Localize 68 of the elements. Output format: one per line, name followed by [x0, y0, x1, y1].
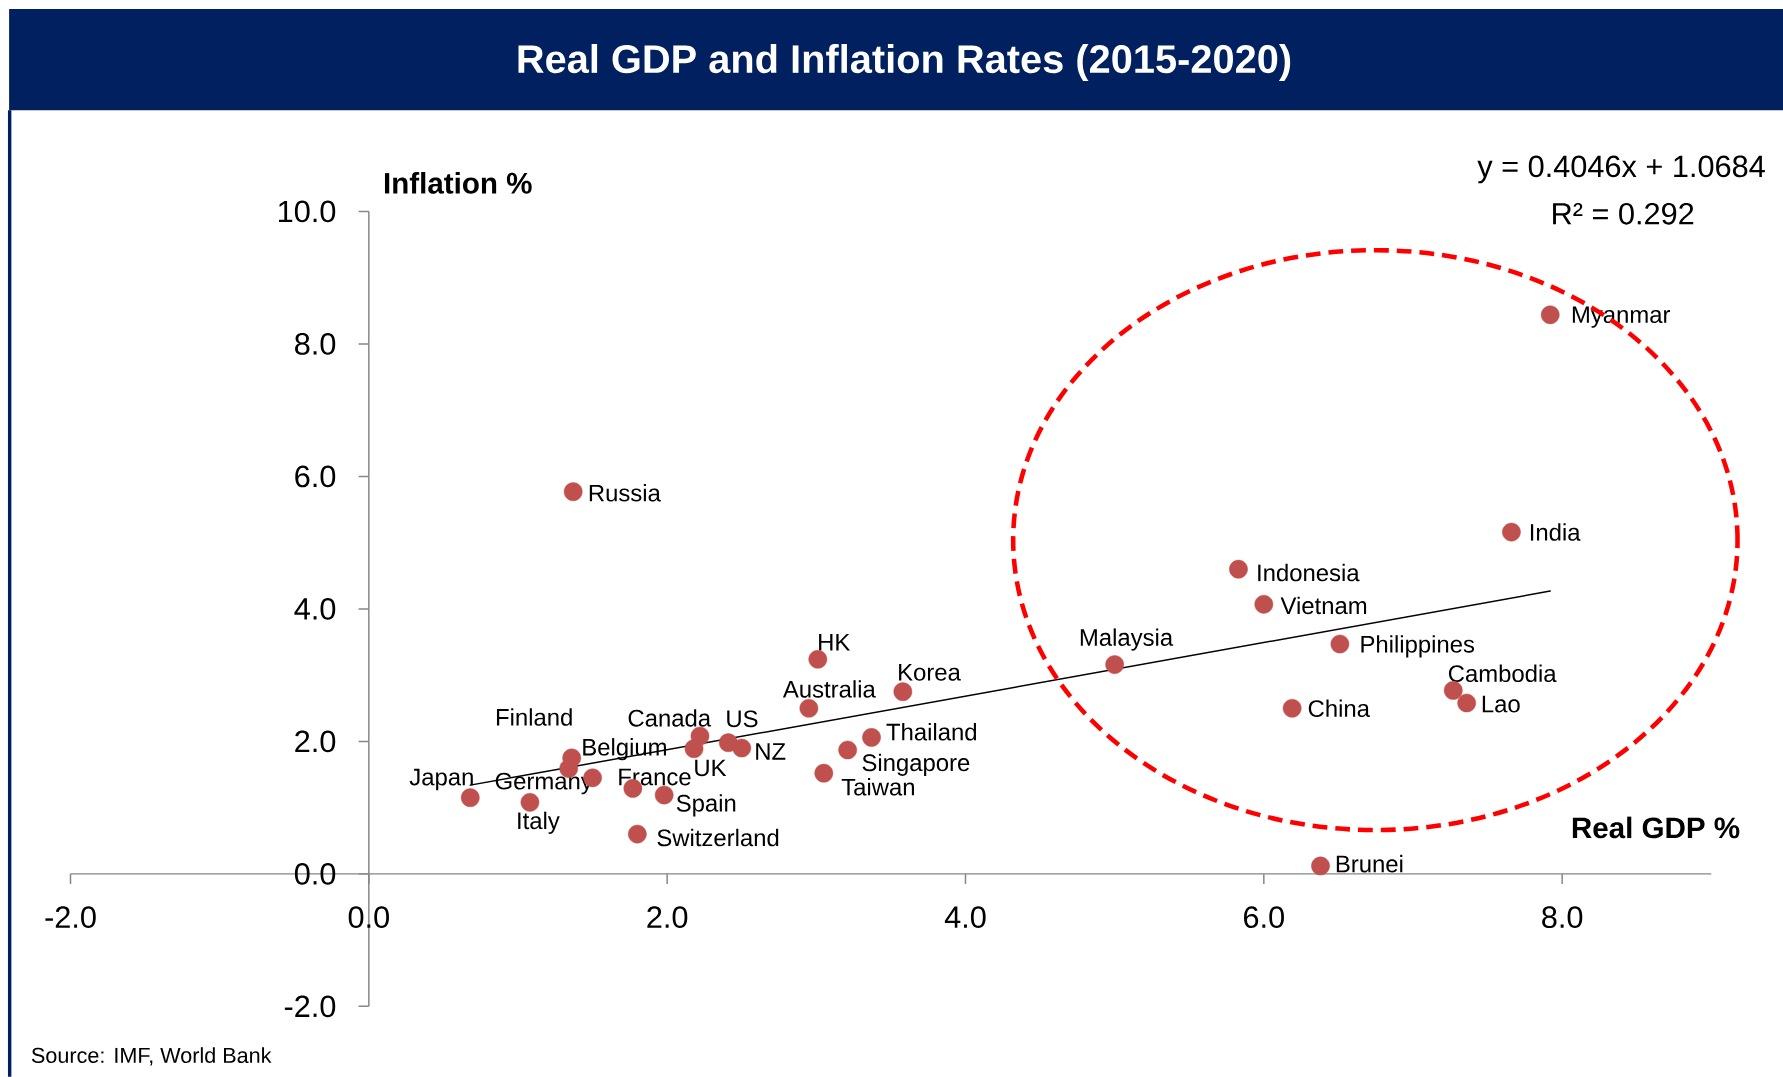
- annotation: Taiwan: [841, 778, 914, 796]
- point: [690, 726, 710, 746]
- point: [1311, 856, 1330, 876]
- point: [799, 699, 819, 718]
- annotation: Russia: [589, 484, 661, 502]
- y-tick-label: 10.0: [278, 200, 336, 223]
- point: [1443, 681, 1463, 700]
- annotation: UK: [695, 759, 727, 777]
- point: [1254, 595, 1274, 614]
- point: [1502, 522, 1521, 542]
- annotation: India: [1530, 523, 1581, 541]
- y-tick-label: 4.0: [294, 598, 336, 620]
- annotation: Philippines: [1361, 635, 1475, 658]
- x-axis-title: Real GDP %: [1572, 816, 1740, 839]
- annotation: France: [619, 768, 691, 786]
- annotation: Italy: [518, 811, 560, 835]
- point: [808, 650, 828, 669]
- x-tick-label: 0.0: [348, 906, 389, 929]
- point: [732, 738, 752, 758]
- annotation: China: [1308, 699, 1370, 718]
- point: [563, 482, 583, 502]
- annotation: Belgium: [583, 738, 666, 761]
- annotation: Korea: [899, 664, 961, 681]
- point: [1330, 634, 1350, 654]
- annotation: Brunei: [1336, 854, 1403, 873]
- chart-title: Real GDP and Inflation Rates (2015-2020): [518, 44, 1291, 82]
- point: [628, 824, 647, 844]
- x-tick-label: 8.0: [1542, 906, 1583, 929]
- annotation: Switzerland: [657, 828, 779, 847]
- y-tick-label: 6.0: [295, 465, 336, 488]
- annotation: Cambodia: [1448, 664, 1557, 683]
- point: [862, 728, 881, 747]
- annotation: Thailand: [886, 723, 977, 741]
- annotation: Spain: [676, 794, 736, 817]
- y-tick-label: 8.0: [295, 333, 336, 355]
- y-tick-label: 0.0: [294, 863, 336, 885]
- annotation: Singapore: [862, 753, 970, 776]
- x-tick-label: 6.0: [1244, 906, 1284, 929]
- annotation: Germany: [495, 772, 593, 795]
- point: [1540, 305, 1560, 325]
- point: [1457, 693, 1476, 713]
- annotation: Canada: [628, 709, 712, 727]
- annotation: Lao: [1482, 695, 1520, 713]
- annotation: R² = 0.292: [1553, 202, 1694, 225]
- point: [838, 740, 857, 760]
- annotation: Finland: [496, 708, 572, 726]
- annotation: US: [727, 710, 758, 728]
- point: [893, 682, 913, 702]
- annotation: Vietnam: [1280, 596, 1367, 615]
- annotation: NZ: [756, 743, 786, 760]
- text: y = 0.4046x + 1.0684: [1477, 155, 1765, 184]
- point: [1282, 699, 1302, 718]
- point: [1105, 655, 1124, 674]
- source-note: Source: IMF, World Bank: [31, 1047, 272, 1066]
- annotation: Indonesia: [1258, 563, 1360, 582]
- y-tick-label: 2.0: [295, 730, 336, 753]
- annotation: Malaysia: [1080, 628, 1174, 651]
- annotation: Japan: [409, 768, 473, 791]
- annotation: Australia: [782, 680, 876, 698]
- x-tick-label: -2.0: [45, 906, 96, 929]
- point: [1229, 559, 1248, 579]
- point: [814, 763, 834, 783]
- x-tick-label: 2.0: [647, 906, 688, 929]
- annotation: HK: [819, 634, 851, 651]
- x-tick-label: 4.0: [944, 906, 986, 929]
- y-axis-title: Inflation %: [384, 172, 532, 194]
- y-tick-label: -2.0: [284, 995, 336, 1018]
- point: [654, 785, 674, 805]
